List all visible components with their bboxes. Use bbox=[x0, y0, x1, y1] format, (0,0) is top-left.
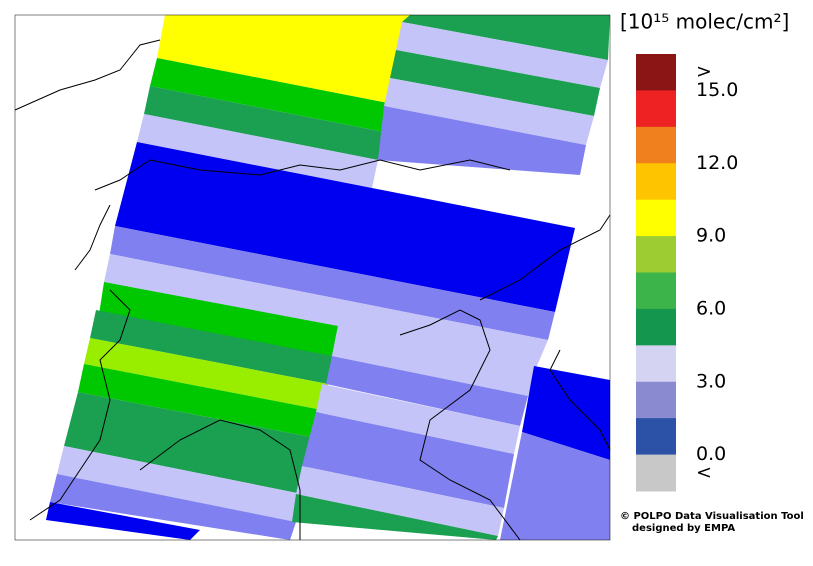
colorbar-tick-label: 3.0 bbox=[696, 370, 726, 392]
colorbar-tick-label: 0.0 bbox=[696, 443, 726, 465]
map-cell bbox=[396, 22, 608, 88]
colorbar-title: [10¹⁵ molec/cm²] bbox=[620, 10, 789, 34]
map-cell bbox=[90, 310, 332, 384]
map-cell bbox=[157, 15, 410, 103]
map-cell bbox=[390, 50, 600, 116]
colorbar-box bbox=[636, 272, 676, 310]
colorbar-box bbox=[636, 126, 676, 164]
colorbar: [10¹⁵ molec/cm²] bbox=[620, 10, 789, 34]
map-cell bbox=[296, 466, 504, 536]
map-cell bbox=[292, 494, 498, 540]
colorbar-box bbox=[636, 418, 676, 456]
map-cell bbox=[522, 366, 610, 460]
map-frame bbox=[14, 14, 611, 541]
map-cell bbox=[78, 364, 322, 438]
map-cell bbox=[332, 326, 536, 396]
map-cell bbox=[46, 502, 200, 540]
map-cell bbox=[326, 356, 528, 426]
map-cell bbox=[64, 392, 316, 494]
colorbar-under-label: < bbox=[696, 461, 712, 483]
map-cell bbox=[104, 254, 548, 368]
map-cell bbox=[115, 142, 575, 312]
map-cell bbox=[144, 86, 384, 160]
colorbar-tick-label: 12.0 bbox=[696, 152, 738, 174]
map-cell bbox=[302, 412, 514, 508]
colorbar-box bbox=[636, 54, 676, 91]
map-cell bbox=[84, 338, 328, 410]
map-cell bbox=[402, 15, 610, 60]
coastline bbox=[14, 39, 611, 541]
colorbar-tick-label: 9.0 bbox=[696, 225, 726, 247]
colorbar-box bbox=[636, 163, 676, 201]
map bbox=[14, 14, 611, 541]
colorbar-box bbox=[636, 345, 676, 383]
map-cell bbox=[316, 384, 520, 454]
map-cell bbox=[384, 78, 594, 145]
map-cell bbox=[378, 106, 586, 175]
colorbar-box bbox=[636, 308, 676, 346]
map-cell bbox=[500, 432, 610, 540]
colorbar-tick-label: 15.0 bbox=[696, 79, 738, 101]
map-cell bbox=[50, 474, 296, 540]
map-cell bbox=[150, 58, 388, 132]
map-cell bbox=[57, 446, 302, 522]
map-cell bbox=[110, 226, 555, 340]
credit: © POLPO Data Visualisation Tool bbox=[620, 511, 804, 522]
colorbar-box bbox=[636, 381, 676, 419]
map-cell bbox=[137, 114, 378, 188]
colorbar-box bbox=[636, 236, 676, 273]
colorbar-box bbox=[636, 454, 676, 492]
credit: designed by EMPA bbox=[632, 523, 735, 534]
colorbar-tick-label: 6.0 bbox=[696, 297, 726, 319]
colorbar-box bbox=[636, 199, 676, 237]
colorbar-box bbox=[636, 90, 676, 128]
colorbar-over-label: > bbox=[696, 61, 712, 83]
